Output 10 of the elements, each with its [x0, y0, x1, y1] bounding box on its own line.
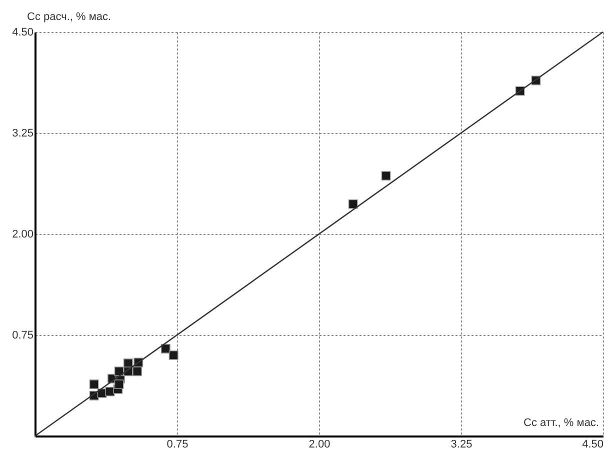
x-tick-label: 3.25 [450, 438, 472, 449]
y-tick-label: 0.75 [12, 330, 34, 342]
y-tick-label: 3.25 [12, 128, 34, 140]
x-tick-label: 0.75 [166, 438, 188, 449]
y-tick-label: 2.00 [12, 228, 34, 240]
x-tick-label: 4.50 [582, 438, 604, 449]
y-axis-title: Cc расч., % мас. [27, 11, 112, 23]
x-tick-label: 2.00 [308, 438, 330, 449]
x-axis-title: Cc атт., % мас. [524, 417, 599, 429]
y-tick-label: 4.50 [12, 26, 34, 38]
